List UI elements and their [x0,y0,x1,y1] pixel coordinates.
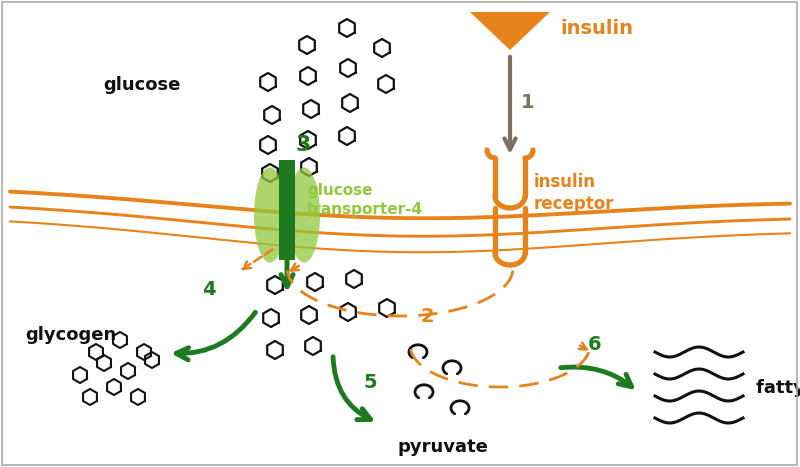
Polygon shape [279,160,295,260]
Text: 1: 1 [521,93,534,112]
Text: 5: 5 [363,373,377,392]
Text: 2: 2 [420,307,434,326]
Text: glucose
transporter-4: glucose transporter-4 [307,183,423,217]
Ellipse shape [254,168,286,262]
Text: insulin: insulin [560,19,633,37]
Text: fatty acids: fatty acids [756,379,800,397]
Text: glucose: glucose [103,76,180,94]
Text: pyruvate: pyruvate [398,438,489,456]
Text: 6: 6 [588,335,602,354]
Text: insulin
receptor: insulin receptor [534,173,614,213]
Ellipse shape [288,168,320,262]
Text: glycogen: glycogen [25,326,116,344]
Polygon shape [470,12,550,50]
Text: 4: 4 [202,280,216,299]
Text: 3: 3 [296,135,311,155]
